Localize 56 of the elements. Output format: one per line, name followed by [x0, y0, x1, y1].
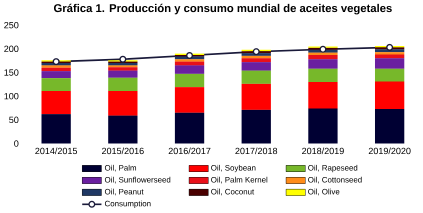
y-tick-label: 150 [4, 70, 18, 76]
y-tick-label: 200 [4, 46, 18, 52]
bar [308, 55, 338, 60]
x-tick-label: 2015/2016 [102, 148, 144, 154]
point [52, 58, 60, 66]
x-tick-label: 2016/2017 [168, 148, 210, 154]
bar [242, 62, 271, 71]
bar [374, 82, 404, 110]
bar [108, 116, 138, 144]
y-tick-label: 50 [9, 116, 18, 124]
bar [108, 78, 138, 92]
bar [108, 91, 138, 116]
bar [308, 82, 338, 109]
x-tick-label: 2014/2015 [35, 148, 78, 154]
point [386, 44, 394, 52]
bar [242, 70, 271, 84]
bar [174, 59, 204, 62]
bar [374, 54, 404, 59]
y-tick-label: 250 [4, 22, 18, 29]
bar [108, 68, 138, 71]
bar [174, 74, 204, 88]
bar [308, 59, 338, 69]
bar [374, 68, 404, 82]
bar [41, 91, 71, 114]
chart-title: Gráfica 1. Producción y consumo mundial de aceites vegetales [54, 4, 392, 15]
bar [374, 58, 404, 69]
point [319, 46, 326, 54]
bar [308, 108, 338, 144]
bar [308, 68, 338, 82]
bar [174, 62, 204, 66]
bar [41, 66, 71, 68]
bar [174, 113, 204, 144]
x-tick-label: 2017/2018 [235, 148, 278, 154]
y-tick-label: 100 [4, 93, 18, 100]
x-tick-label: 2018/2019 [302, 148, 344, 154]
bar [41, 68, 71, 72]
y-tick-label: 0 [14, 140, 18, 147]
bar [41, 114, 71, 144]
bar [242, 58, 271, 62]
bar [242, 56, 271, 59]
bar [174, 87, 204, 113]
bar [242, 110, 271, 144]
x-tick-label: 2019/2020 [368, 148, 411, 154]
bar [108, 70, 138, 78]
bar [108, 63, 138, 66]
bar [174, 66, 204, 74]
bar [242, 84, 271, 110]
point [252, 48, 260, 56]
bar [41, 78, 71, 92]
bar [374, 52, 404, 55]
bar [242, 53, 271, 56]
bar [41, 71, 71, 78]
bar [308, 52, 338, 56]
bar [374, 109, 404, 144]
point [119, 56, 126, 63]
point [186, 52, 194, 60]
